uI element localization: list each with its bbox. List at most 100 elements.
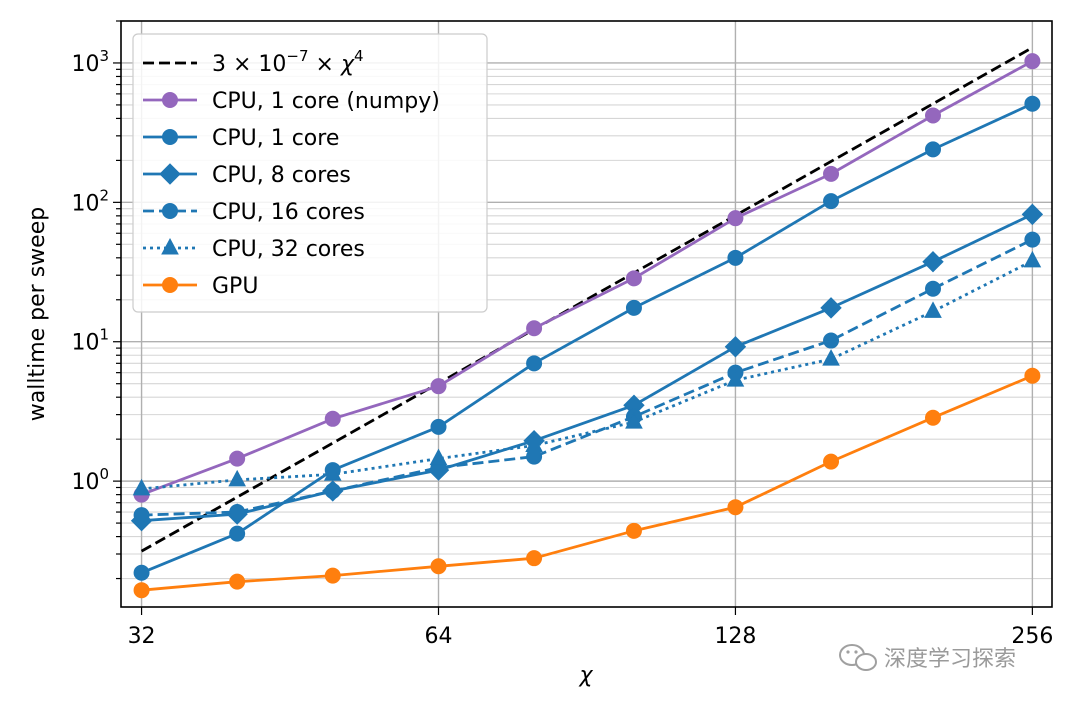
legend-item-reference: 3 × 10−7 × χ4	[143, 47, 364, 77]
legend-label-part: × χ	[309, 52, 355, 77]
data-point	[526, 355, 543, 372]
data-point	[430, 558, 447, 575]
series	[132, 250, 1042, 496]
x-tick-label: 128	[714, 624, 756, 649]
data-point	[727, 499, 744, 516]
legend-marker	[162, 92, 178, 108]
data-point	[429, 448, 448, 466]
legend-label: CPU, 16 cores	[212, 200, 365, 225]
data-point	[726, 370, 745, 387]
data-point	[229, 450, 246, 467]
data-point	[1024, 231, 1041, 248]
data-point	[1024, 53, 1041, 70]
legend-marker	[162, 129, 178, 145]
data-point	[924, 301, 942, 318]
data-point	[823, 193, 840, 210]
data-point	[820, 297, 842, 319]
legend-item: GPU	[143, 274, 258, 299]
x-tick-label: 256	[1011, 624, 1053, 649]
data-point	[324, 482, 341, 499]
data-point	[229, 525, 246, 542]
data-point	[625, 299, 642, 316]
y-tick-label: 100	[71, 465, 109, 495]
y-tick-exponent: 1	[99, 326, 109, 344]
legend-item: CPU, 32 cores	[143, 237, 365, 262]
legend-marker	[159, 163, 181, 185]
y-tick-exponent: 2	[99, 186, 109, 204]
legend-label: CPU, 8 cores	[212, 163, 351, 188]
data-point	[1023, 250, 1042, 268]
data-point	[229, 573, 246, 590]
wechat-icon	[839, 644, 877, 671]
data-point	[625, 412, 643, 429]
y-axis-label: walltime per sweep	[25, 207, 50, 421]
legend: 3 × 10−7 × χ4 CPU, 1 core (numpy) CPU, 1 c…	[132, 33, 488, 313]
y-tick-base: 10	[71, 331, 99, 356]
series-line	[141, 238, 1034, 517]
data-point	[430, 418, 447, 435]
series	[133, 53, 1041, 503]
watermark: 深度学习探索	[839, 644, 1016, 672]
y-tick-exponent: 3	[99, 47, 109, 65]
data-point	[925, 107, 942, 124]
y-tick-exponent: 0	[99, 465, 109, 483]
y-tick-label: 103	[71, 47, 109, 77]
legend-label-part: −7	[286, 47, 308, 65]
x-tick-label: 32	[128, 624, 156, 649]
x-tick-label: 64	[425, 624, 453, 649]
data-point	[228, 469, 246, 487]
data-point	[526, 550, 543, 567]
data-point	[823, 332, 840, 349]
legend-label: CPU, 1 core (numpy)	[212, 89, 440, 114]
y-tick-base: 10	[71, 52, 99, 77]
watermark-text: 深度学习探索	[884, 647, 1016, 672]
y-tick-base: 10	[71, 191, 99, 216]
data-point	[525, 435, 543, 453]
data-point	[133, 582, 150, 599]
legend-label: GPU	[212, 274, 258, 299]
legend-label: 3 × 10−7 × χ4	[212, 47, 364, 77]
reference-line	[140, 46, 1034, 553]
series-line	[141, 374, 1033, 592]
data-point	[132, 478, 151, 496]
legend-item: CPU, 8 cores	[143, 163, 351, 188]
data-point	[1024, 95, 1041, 112]
data-point	[133, 507, 150, 524]
legend-item: CPU, 1 core (numpy)	[143, 89, 440, 114]
data-point	[925, 280, 942, 297]
legend-label-part: 4	[354, 47, 364, 65]
data-point	[229, 504, 246, 521]
legend-label: CPU, 32 cores	[212, 237, 365, 262]
legend-item: CPU, 16 cores	[143, 200, 365, 225]
x-axis-label: χ	[578, 663, 593, 688]
legend-marker	[162, 203, 178, 219]
plot-frame	[120, 20, 1053, 608]
data-point	[323, 464, 342, 481]
data-point	[727, 249, 744, 266]
data-point	[823, 165, 840, 182]
legend-box	[132, 33, 488, 313]
legend-label-part: 3 × 10	[212, 52, 286, 77]
data-point	[823, 453, 840, 470]
y-tick-label: 101	[71, 326, 109, 356]
data-point	[925, 409, 942, 426]
series-line	[141, 59, 1034, 496]
data-point	[625, 522, 642, 539]
data-point	[1021, 203, 1044, 226]
data-point	[133, 564, 150, 581]
data-point	[822, 349, 840, 366]
y-tick-base: 10	[71, 470, 99, 495]
data-point	[526, 320, 543, 337]
series-layer	[130, 46, 1044, 599]
data-point	[625, 270, 642, 287]
data-point	[324, 410, 341, 427]
series	[133, 367, 1041, 599]
data-point	[925, 141, 942, 158]
data-point	[430, 378, 447, 395]
legend-item: CPU, 1 core	[143, 126, 339, 151]
data-point	[1024, 367, 1041, 384]
data-point	[724, 336, 747, 358]
legend-label: CPU, 1 core	[212, 126, 339, 151]
